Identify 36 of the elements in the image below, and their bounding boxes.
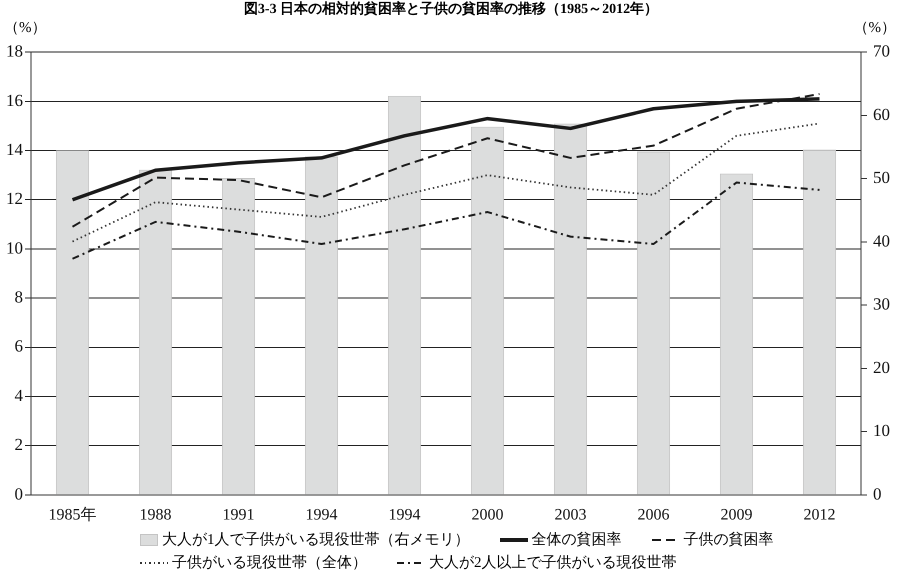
y-tick-label: 12 [6, 189, 23, 208]
x-tick-label: 2000 [472, 506, 504, 524]
legend-label: 子供がいる現役世帯（全体） [172, 554, 367, 572]
y-tick-label: 2 [14, 435, 23, 454]
legend-label: 全体の貧困率 [532, 530, 622, 549]
y2-tick-label: 0 [873, 484, 882, 504]
legend-label: 大人が2人以上で子供がいる現役世帯 [429, 554, 676, 572]
x-tick-label: 2012 [804, 506, 836, 524]
y-axis-title: （%） [4, 19, 46, 37]
y-tick-label: 14 [6, 140, 24, 160]
x-tick-label: 1994 [388, 506, 420, 524]
x-tick-label: 1991 [222, 506, 254, 524]
y-tick-label: 0 [14, 484, 23, 504]
x-tick-label: 1985年 [48, 506, 96, 524]
x-tick-label: 1994 [306, 506, 338, 524]
y-tick-label: 10 [6, 238, 23, 258]
y-tick-label: 8 [14, 288, 23, 307]
x-tick-label: 2006 [638, 506, 670, 524]
x-tick-label: 1988 [140, 506, 172, 524]
y2-tick-label: 10 [873, 421, 890, 440]
x-tick-label: 2009 [720, 506, 752, 524]
legend-label: 子供の貧困率 [684, 530, 774, 549]
y2-tick-label: 70 [873, 42, 890, 61]
y-tick-label: 18 [6, 42, 23, 61]
y2-tick-label: 20 [873, 358, 890, 377]
x-tick-label: 2003 [554, 506, 586, 524]
y2-axis-title: （%） [854, 19, 896, 37]
y-tick-label: 4 [14, 386, 24, 405]
y2-tick-label: 30 [873, 294, 890, 314]
legend-label: 大人が1人で子供がいる現役世帯（右メモリ） [162, 530, 470, 549]
y2-tick-label: 60 [873, 104, 890, 124]
y2-tick-label: 40 [873, 231, 890, 250]
y2-tick-label: 50 [873, 168, 890, 188]
y-tick-label: 16 [6, 90, 23, 110]
y-tick-label: 6 [14, 336, 23, 356]
chart-title: 図3-3 日本の相対的貧困率と子供の貧困率の推移（1985～2012年） [242, 0, 660, 18]
